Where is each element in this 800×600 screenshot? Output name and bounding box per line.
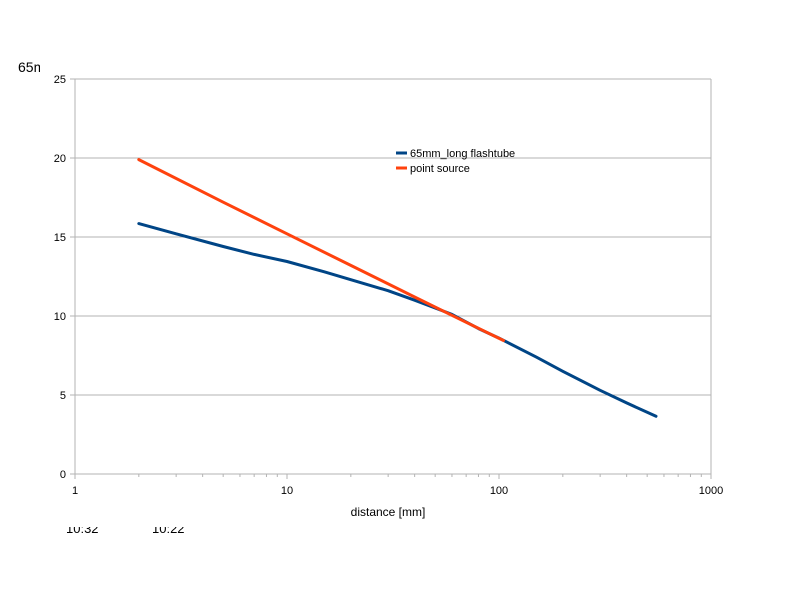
y-tick-label: 15 xyxy=(54,232,66,244)
series-layer xyxy=(137,158,658,418)
cropped-bottom-text: 10:32 xyxy=(66,527,99,536)
x-tick-label: 1 xyxy=(72,485,78,497)
legend: 65mm_long flashtube point source xyxy=(396,148,515,175)
cropped-title: 65m xyxy=(18,59,40,75)
cropped-bottom-text: 10:22 xyxy=(152,527,185,536)
y-tick-label: 20 xyxy=(54,153,66,165)
x-tick-label: 1000 xyxy=(699,485,723,497)
ticks-layer: 0 5 10 15 20 25 1 10 100 1000 xyxy=(54,74,723,497)
y-tick-label: 5 xyxy=(60,390,66,402)
x-axis-label: distance [mm] xyxy=(351,505,426,519)
y-tick-label: 10 xyxy=(54,311,66,323)
y-tick-label: 25 xyxy=(54,74,66,86)
legend-label: 65mm_long flashtube xyxy=(410,148,515,160)
x-tick-label: 10 xyxy=(281,485,293,497)
series-line xyxy=(137,158,505,342)
x-tick-label: 100 xyxy=(490,485,508,497)
y-tick-label: 0 xyxy=(60,469,66,481)
series-line xyxy=(137,222,658,418)
legend-label: point source xyxy=(410,163,470,175)
axes-layer xyxy=(74,79,711,475)
grid-layer xyxy=(75,78,712,475)
